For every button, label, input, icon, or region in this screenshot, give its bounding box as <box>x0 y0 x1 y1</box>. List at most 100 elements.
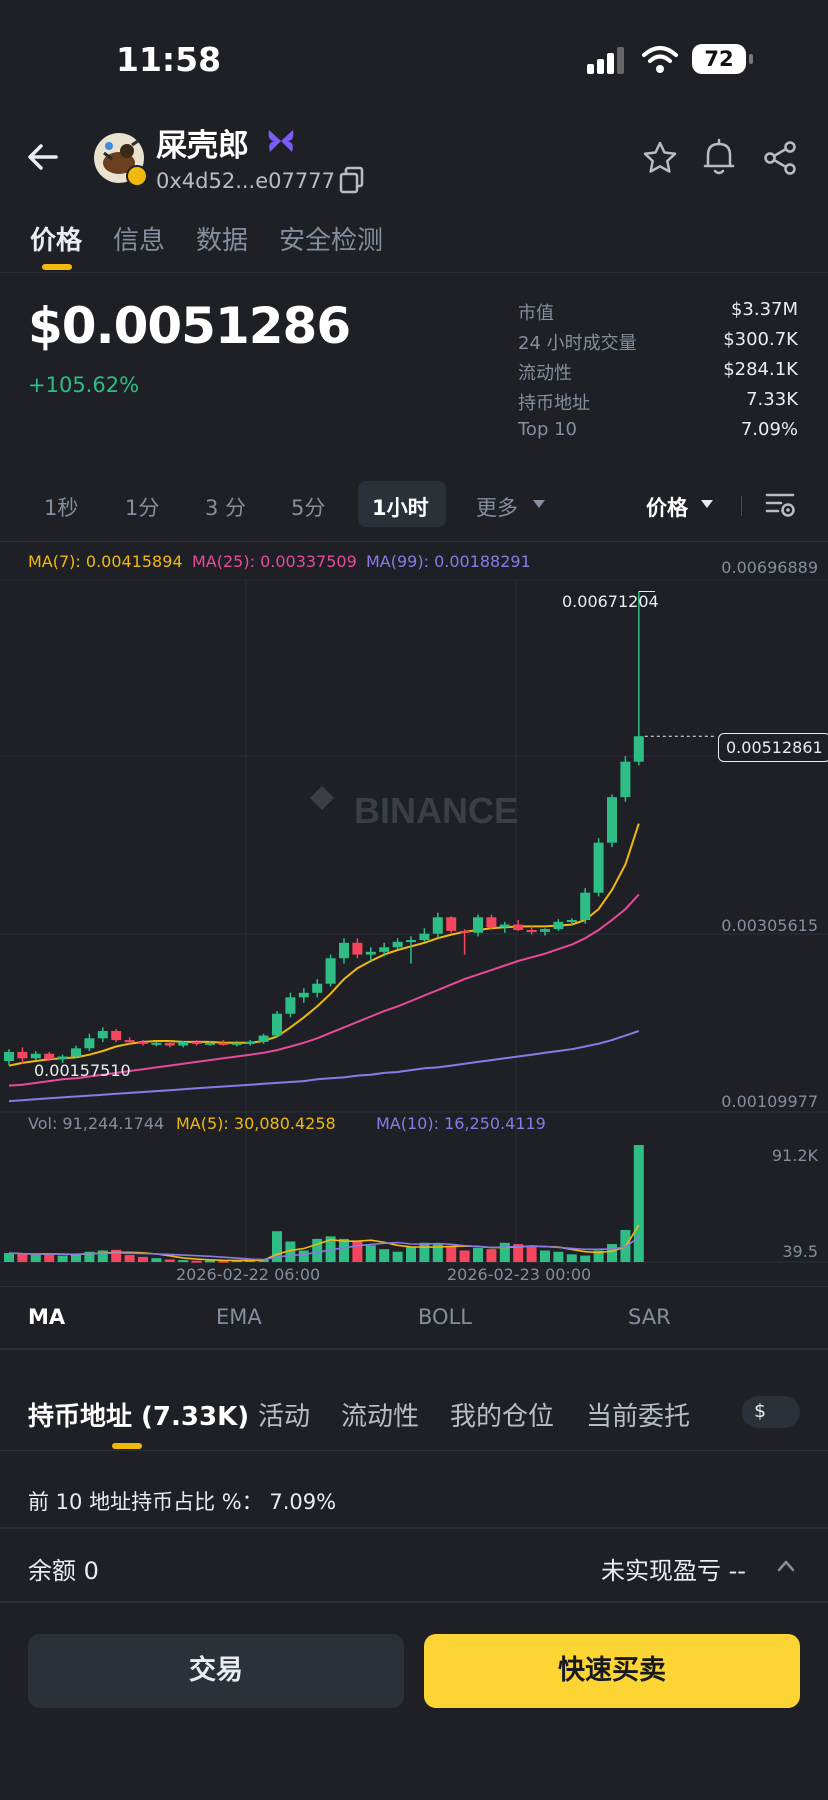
tab-price[interactable]: 价格 <box>30 226 83 256</box>
tab-security[interactable]: 安全检测 <box>279 226 384 256</box>
stat-label: 市值 <box>518 303 554 324</box>
timeframe-5m[interactable]: 5分 <box>291 496 326 520</box>
candle-body <box>17 1051 28 1059</box>
status-time: 11:58 <box>116 40 222 79</box>
currency-toggle[interactable]: $ <box>742 1396 800 1428</box>
candle-body <box>513 924 524 931</box>
candle-body <box>218 1042 229 1045</box>
price-chart[interactable]: BINANCE <box>0 540 828 1270</box>
stat-value: $3.37M <box>730 299 798 320</box>
candle-body <box>566 920 577 923</box>
holders-tab-indicator <box>112 1443 142 1449</box>
candle-body <box>298 992 309 998</box>
candle-body <box>432 917 443 934</box>
price-type-selector[interactable]: 价格 <box>646 496 688 520</box>
stat-value: $284.1K <box>723 359 798 380</box>
battery-indicator: 72 <box>692 44 753 74</box>
timeframe-1m[interactable]: 1分 <box>125 496 160 520</box>
chart-settings-icon[interactable] <box>764 490 796 520</box>
volume-bar <box>432 1244 443 1262</box>
volume-bar <box>593 1250 604 1262</box>
candle-body <box>138 1041 148 1044</box>
volume-bar <box>205 1260 215 1263</box>
current-price-label: 0.00512861 <box>718 733 828 762</box>
star-icon[interactable] <box>642 140 678 174</box>
candle-body <box>258 1035 269 1042</box>
candle-body <box>30 1053 41 1059</box>
volume-bar <box>285 1241 296 1262</box>
volume-bar <box>312 1238 323 1262</box>
tab-liquidity[interactable]: 流动性 <box>341 1402 420 1432</box>
bell-icon[interactable] <box>702 138 736 176</box>
candle-body <box>57 1056 68 1060</box>
timeframe-1h[interactable]: 1小时 <box>372 496 429 520</box>
tab-data[interactable]: 数据 <box>196 226 249 256</box>
volume-bar <box>71 1254 81 1262</box>
candle-body <box>459 930 470 933</box>
candle-body <box>553 921 564 930</box>
tab-open-orders[interactable]: 当前委托 <box>586 1402 691 1432</box>
candle-body <box>593 842 604 893</box>
tab-divider <box>0 272 828 273</box>
copy-icon[interactable] <box>338 166 366 194</box>
tab-my-position[interactable]: 我的仓位 <box>450 1402 555 1432</box>
chevron-down-icon <box>533 500 545 508</box>
axis-volume-bottom: 39.5 <box>782 1242 818 1261</box>
volume-bar <box>633 1145 644 1262</box>
ma25-legend: MA(25): 0.00337509 <box>192 552 357 571</box>
tab-activity[interactable]: 活动 <box>258 1402 311 1432</box>
indicator-boll[interactable]: BOLL <box>418 1305 472 1329</box>
volume-bar <box>164 1259 175 1262</box>
indicator-divider <box>0 1286 828 1287</box>
chart-grid <box>0 579 828 1263</box>
moving-average-lines <box>8 823 640 1103</box>
bottom-divider <box>0 1601 828 1603</box>
axis-volume-top: 91.2K <box>771 1146 818 1165</box>
stat-label: 持币地址 <box>518 393 590 414</box>
ma7-line <box>8 823 640 1067</box>
quick-buy-sell-button[interactable]: 快速买卖 <box>424 1634 800 1708</box>
balance-label: 余额 0 <box>28 1557 99 1585</box>
back-arrow-icon[interactable] <box>26 142 60 172</box>
candle-body <box>365 951 376 955</box>
timeframe-more[interactable]: 更多 <box>476 496 518 520</box>
chart-top-divider <box>0 541 828 542</box>
chevron-down-icon <box>701 500 713 508</box>
stat-label: 流动性 <box>518 363 572 384</box>
candle-body <box>44 1053 55 1060</box>
tab-info[interactable]: 信息 <box>113 226 166 256</box>
candle-body <box>339 942 349 959</box>
current-price: $0.0051286 <box>28 297 351 355</box>
candle-body <box>151 1042 162 1045</box>
candle-body <box>499 924 510 928</box>
volume-bar <box>191 1260 202 1263</box>
indicator-ma[interactable]: MA <box>28 1305 66 1329</box>
volume-bar <box>4 1253 14 1262</box>
chain-badge-icon <box>126 165 148 187</box>
volume-bar <box>272 1231 282 1262</box>
candle-body <box>272 1013 282 1036</box>
volume-ma10-legend: MA(10): 16,250.4119 <box>376 1114 546 1133</box>
trade-button[interactable]: 交易 <box>28 1634 404 1708</box>
axis-price-top: 0.00696889 <box>721 558 818 577</box>
indicator-sar[interactable]: SAR <box>628 1305 671 1329</box>
volume-bar <box>486 1249 497 1262</box>
chevron-up-icon[interactable] <box>776 1558 796 1574</box>
volume-bar <box>553 1251 564 1262</box>
volume-bar <box>17 1254 28 1262</box>
indicator-ema[interactable]: EMA <box>216 1305 262 1329</box>
volume-bar <box>419 1242 430 1262</box>
volume-bar <box>339 1238 349 1262</box>
volume-bar <box>365 1245 376 1262</box>
volume-bar <box>580 1255 591 1262</box>
tab-active-indicator <box>42 264 72 270</box>
volume-bar <box>138 1256 148 1262</box>
timeframe-1s[interactable]: 1秒 <box>44 496 79 520</box>
candle-body <box>245 1041 256 1044</box>
volume-legend: Vol: 91,244.1744 <box>28 1114 165 1133</box>
share-icon[interactable] <box>762 140 798 176</box>
tab-holders[interactable]: 持币地址 (7.33K) <box>28 1402 250 1432</box>
volume-bar <box>392 1251 403 1262</box>
timeframe-3m[interactable]: 3 分 <box>205 496 247 520</box>
